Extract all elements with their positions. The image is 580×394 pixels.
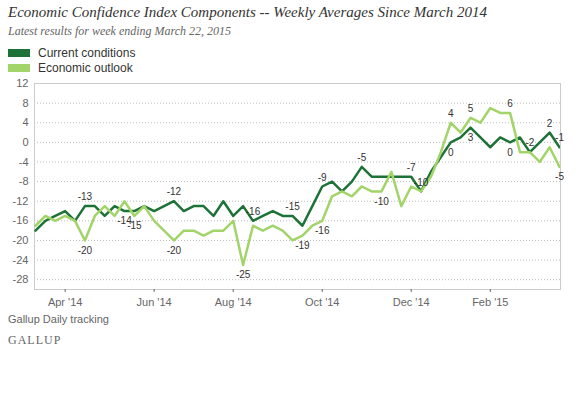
svg-text:-19: -19: [295, 240, 310, 251]
svg-text:-2: -2: [525, 137, 534, 148]
svg-text:-12: -12: [13, 195, 29, 207]
svg-text:-25: -25: [236, 269, 251, 280]
svg-text:-12: -12: [167, 186, 182, 197]
html-text:Economic Confidence Index Comp: Economic Confidence Index Components -- …: [8, 4, 487, 20]
svg-text:-10: -10: [414, 177, 429, 188]
html-text:Gallup Daily tracking: Gallup Daily tracking: [8, 313, 109, 325]
svg-text:-20: -20: [167, 245, 182, 256]
svg-text:-15: -15: [127, 220, 142, 231]
svg-text:3: 3: [468, 132, 474, 143]
svg-text:-5: -5: [357, 152, 366, 163]
html-text:Current conditions: Current conditions: [38, 45, 136, 60]
svg-text:-10: -10: [374, 196, 389, 207]
svg-text:-28: -28: [13, 273, 29, 285]
svg-text:-5: -5: [555, 171, 564, 182]
html-text:GALLUP: GALLUP: [8, 333, 62, 347]
svg-text:5: 5: [468, 103, 474, 114]
svg-text:-1: -1: [555, 132, 564, 143]
svg-text:-16: -16: [13, 214, 29, 226]
svg-text:-16: -16: [315, 225, 330, 236]
svg-text:-20: -20: [13, 234, 29, 246]
svg-text:Oct '14: Oct '14: [305, 296, 340, 308]
svg-text:-9: -9: [318, 172, 327, 183]
svg-text:4: 4: [448, 108, 454, 119]
svg-text:-16: -16: [246, 206, 261, 217]
svg-text:0: 0: [507, 147, 513, 158]
svg-text:Apr '14: Apr '14: [48, 296, 83, 308]
svg-text:-15: -15: [285, 201, 300, 212]
svg-text:-4: -4: [19, 155, 29, 167]
svg-text:2: 2: [547, 118, 553, 129]
svg-text:Jun '14: Jun '14: [137, 296, 172, 308]
svg-text:6: 6: [507, 98, 513, 109]
html-text:Economic outlook: Economic outlook: [38, 60, 133, 75]
svg-text:Feb '15: Feb '15: [472, 296, 508, 308]
svg-text:12: 12: [16, 77, 28, 89]
svg-text:-7: -7: [407, 162, 416, 173]
svg-text:0: 0: [22, 136, 28, 148]
svg-text:Aug '14: Aug '14: [215, 296, 252, 308]
svg-text:Dec '14: Dec '14: [393, 296, 430, 308]
svg-text:-8: -8: [19, 175, 29, 187]
svg-text:-13: -13: [78, 191, 93, 202]
svg-text:-20: -20: [78, 245, 93, 256]
svg-text:-14: -14: [117, 215, 132, 227]
svg-text:4: 4: [22, 116, 28, 128]
svg-text:0: 0: [448, 147, 454, 158]
svg-text:8: 8: [22, 97, 28, 109]
svg-text:-24: -24: [13, 254, 29, 266]
html-text:Latest results for week ending: Latest results for week ending March 22,…: [8, 24, 232, 38]
